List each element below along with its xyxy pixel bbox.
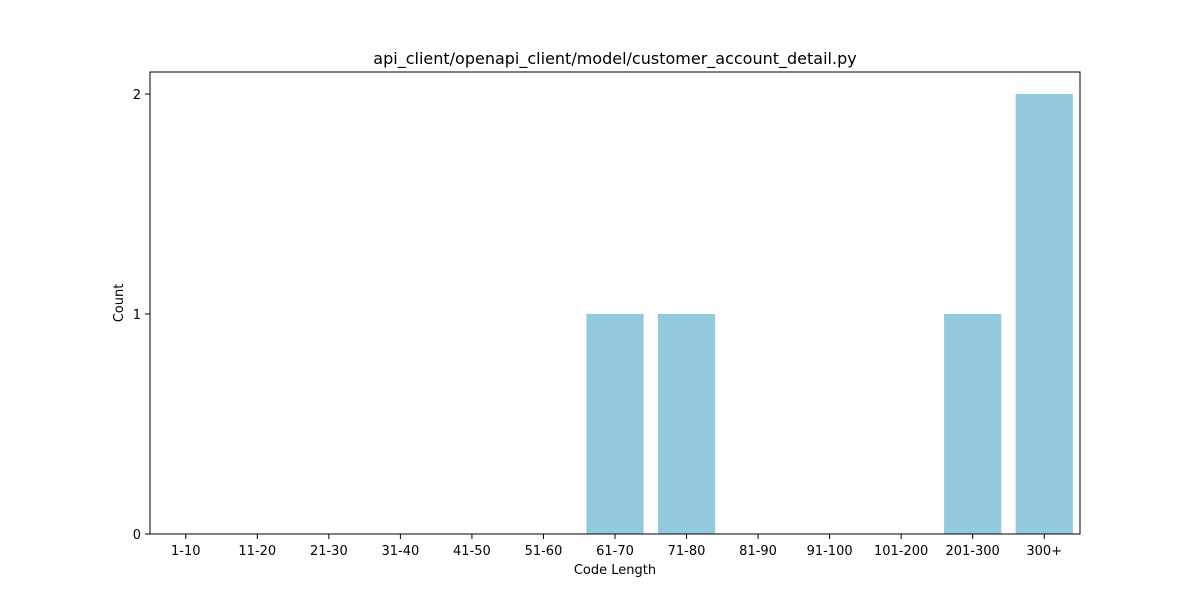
x-tick-label: 71-80 (668, 544, 706, 559)
bar-61-70 (586, 314, 644, 534)
x-tick-label: 1-10 (171, 544, 201, 559)
x-tick-label: 31-40 (381, 544, 419, 559)
x-tick-label: 300+ (1026, 544, 1062, 559)
x-tick-label: 51-60 (525, 544, 563, 559)
plot-frame (149, 71, 1081, 535)
bar-201-300 (944, 314, 1002, 534)
y-tick-label: 2 (133, 88, 141, 103)
y-tick-label: 1 (133, 308, 141, 323)
x-ticks-group: 1-10 11-20 21-30 31-40 41-50 51-60 61-70 71-80 8… (171, 534, 1062, 559)
x-tick-label: 11-20 (238, 544, 276, 559)
x-tick-label: 21-30 (310, 544, 348, 559)
x-tick-label: 61-70 (596, 544, 634, 559)
bar-300+ (1015, 94, 1073, 534)
x-tick-label: 101-200 (874, 544, 928, 559)
bars-group (586, 94, 1073, 534)
x-tick-label: 91-100 (807, 544, 853, 559)
y-tick-label: 0 (133, 528, 141, 543)
bar-71-80 (657, 314, 716, 534)
chart-title: api_client/openapi_client/model/customer… (373, 49, 856, 69)
x-axis-label: Code Length (574, 563, 656, 578)
y-ticks-group: 0 1 2 (133, 88, 150, 543)
y-axis-label: Count (112, 284, 127, 323)
x-tick-label: 201-300 (946, 544, 1000, 559)
x-tick-label: 81-90 (739, 544, 777, 559)
x-tick-label: 41-50 (453, 544, 491, 559)
